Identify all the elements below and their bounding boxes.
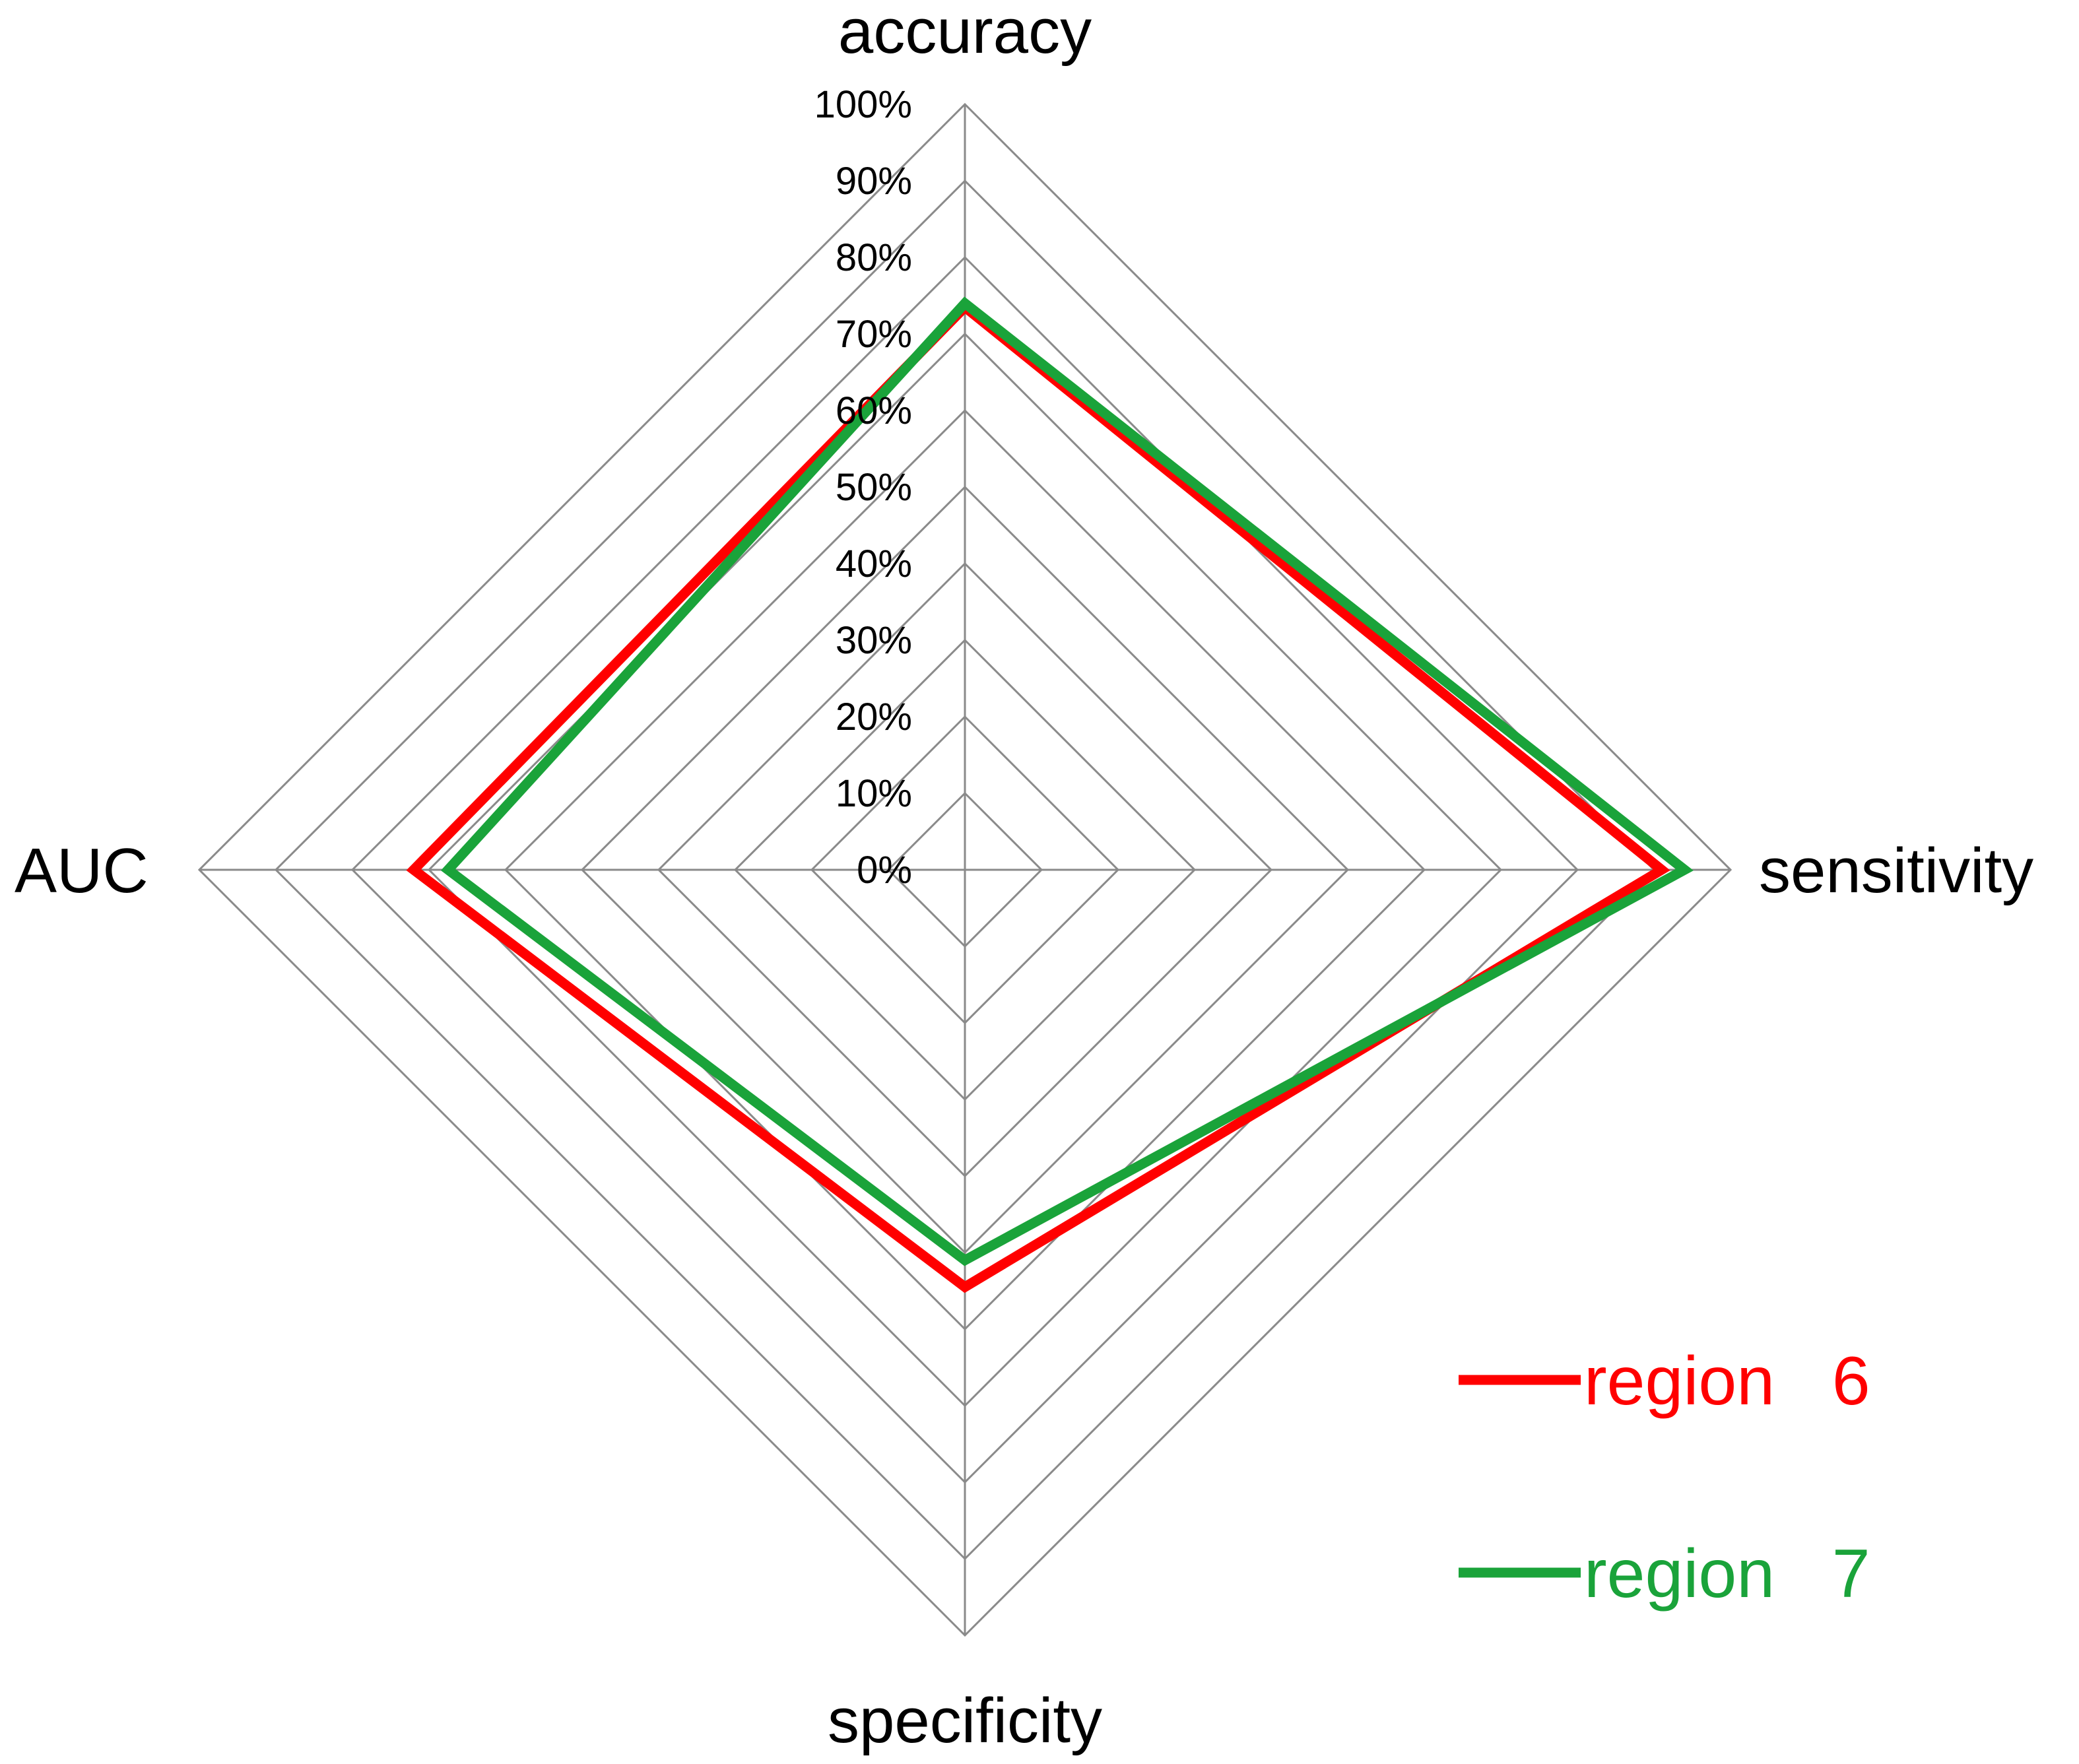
tick-label: 10% xyxy=(836,772,912,815)
axis-label-sensitivity: sensitivity xyxy=(1759,835,2033,906)
legend: region 6 region 7 xyxy=(1459,1343,1870,1612)
tick-label: 30% xyxy=(836,619,912,662)
tick-label: 60% xyxy=(836,389,912,432)
tick-label: 40% xyxy=(836,542,912,585)
axis-label-auc: AUC xyxy=(15,835,148,906)
tick-label: 90% xyxy=(836,160,912,203)
tick-label: 20% xyxy=(836,696,912,738)
legend-item-region-7: region 7 xyxy=(1459,1536,1870,1612)
legend-label-region-7: region 7 xyxy=(1584,1536,1870,1612)
tick-label: 80% xyxy=(836,236,912,279)
series-lines xyxy=(406,296,1694,1293)
tick-labels: 0% 10% 20% 30% 40% 50% 60% 70% 80% 90% 100% xyxy=(814,83,912,892)
tick-label: 100% xyxy=(814,83,912,126)
series-line-region-7 xyxy=(440,296,1694,1266)
axis-labels: accuracy sensitivity specificity AUC xyxy=(15,0,2033,1756)
tick-label: 0% xyxy=(857,849,912,892)
axis-label-specificity: specificity xyxy=(828,1685,1102,1756)
tick-label: 50% xyxy=(836,466,912,509)
legend-label-region-6: region 6 xyxy=(1584,1343,1870,1420)
axis-label-accuracy: accuracy xyxy=(838,0,1092,67)
legend-item-region-6: region 6 xyxy=(1459,1343,1870,1420)
grid xyxy=(197,102,1732,1637)
series-line-region-6 xyxy=(406,300,1670,1293)
tick-label: 70% xyxy=(836,313,912,356)
